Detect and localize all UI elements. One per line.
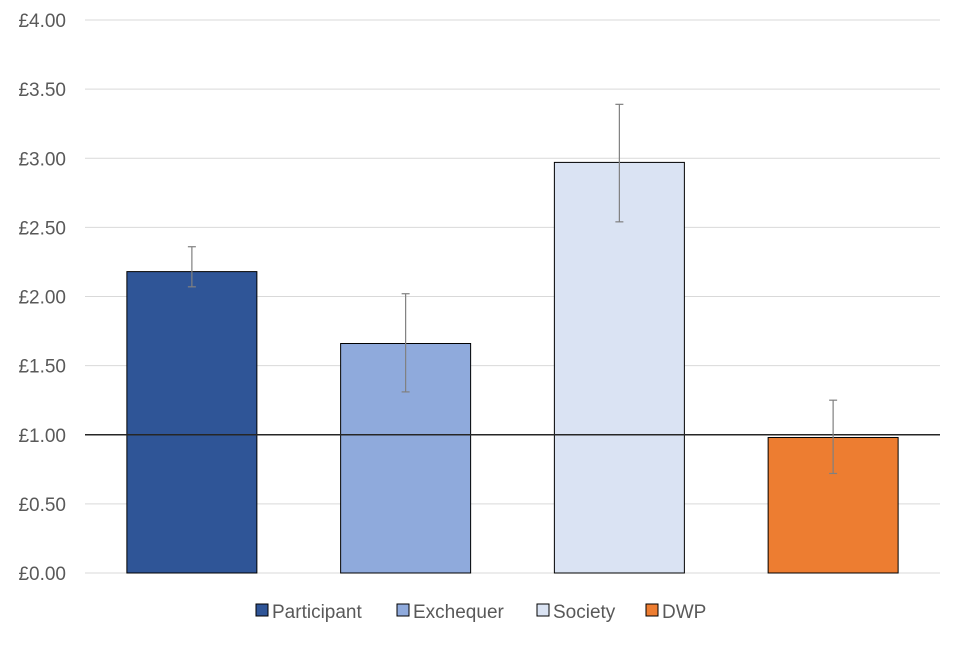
bar-society [553,161,685,574]
legend-label-dwp: DWP [662,602,706,623]
y-tick-label: £1.00 [18,426,66,447]
legend-label-participant: Participant [272,602,362,623]
bar-participant [126,271,258,574]
y-tick-label: £3.50 [18,80,66,101]
legend-label-exchequer: Exchequer [413,602,505,623]
y-tick-label: £1.50 [18,357,66,378]
y-tick-label: £2.00 [18,288,66,309]
legend-swatch-participant [255,603,269,617]
legend-swatch-society [536,603,550,617]
y-tick-label: £0.50 [18,495,66,516]
y-tick-label: £4.00 [18,11,66,32]
legend-swatch-dwp [645,603,659,617]
legend-swatch-exchequer [396,603,410,617]
y-tick-label: £3.00 [18,149,66,170]
y-tick-label: £2.50 [18,218,66,239]
legend-label-society: Society [553,602,616,623]
y-tick-label: £0.00 [18,564,66,585]
